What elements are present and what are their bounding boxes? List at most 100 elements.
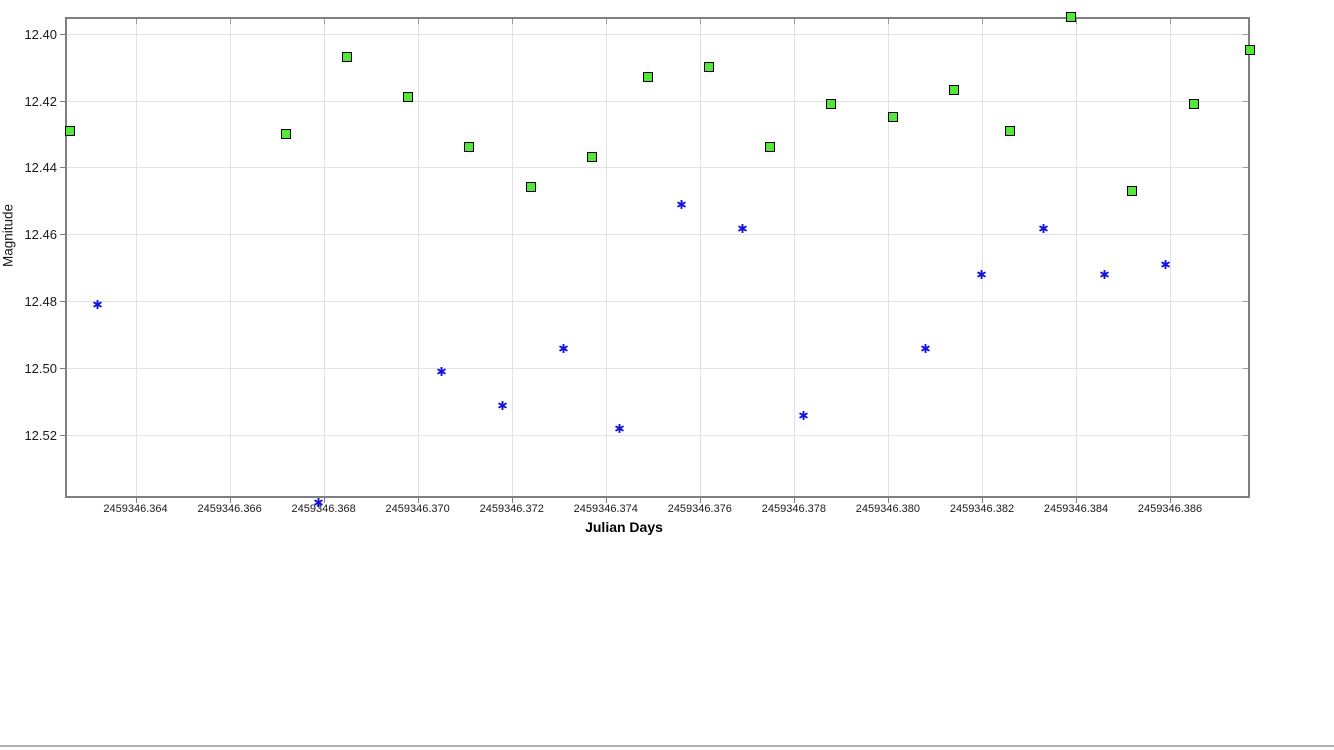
x-tick-label: 2459346.370 (385, 503, 450, 515)
horizontal-gridline (67, 33, 1248, 35)
data-point-green-square (64, 125, 75, 136)
y-axis-tick (60, 100, 65, 102)
x-axis-tick (981, 498, 983, 503)
data-point-blue-asterisk (436, 363, 446, 377)
vertical-gridline (1076, 19, 1077, 496)
data-point-blue-asterisk (314, 494, 324, 507)
x-axis-tick (793, 498, 795, 503)
data-point-green-square (887, 112, 898, 123)
x-tick-label: 2459346.366 (197, 503, 262, 515)
x-axis-tick-mirror (1170, 19, 1172, 24)
y-tick-label: 12.42 (24, 93, 57, 109)
x-tick-label: 2459346.368 (291, 503, 356, 515)
y-tick-label: 12.46 (24, 227, 57, 243)
data-point-green-square (1005, 125, 1016, 136)
y-axis-tick (60, 300, 65, 302)
x-tick-label: 2459346.364 (103, 503, 168, 515)
data-point-blue-asterisk (559, 340, 568, 354)
x-axis-tick-mirror (1076, 19, 1077, 24)
y-tick-label: 12.48 (24, 293, 57, 309)
horizontal-gridline (67, 167, 1248, 169)
x-axis-tick (135, 498, 137, 503)
vertical-gridline (887, 19, 889, 496)
horizontal-gridline (67, 100, 1248, 102)
data-point-green-square (1127, 185, 1138, 196)
x-axis-tick-mirror (605, 19, 607, 24)
window-bottom-border (0, 745, 1334, 747)
x-axis-tick-mirror (981, 19, 983, 24)
x-axis-tick (1170, 498, 1172, 503)
vertical-gridline (605, 19, 607, 496)
x-axis-tick-mirror (793, 19, 795, 24)
y-axis-tick-mirror (1243, 167, 1248, 169)
data-point-green-square (525, 182, 536, 193)
vertical-gridline (323, 19, 325, 496)
y-axis-tick-mirror (1243, 33, 1248, 35)
x-axis-tick (887, 498, 889, 503)
x-axis-tick-mirror (417, 19, 419, 24)
data-point-green-square (586, 152, 597, 163)
data-point-green-square (1188, 98, 1199, 109)
data-point-green-square (1245, 45, 1255, 56)
x-tick-label: 2459346.386 (1137, 503, 1203, 515)
x-axis-tick-mirror (699, 19, 701, 24)
vertical-gridline (511, 19, 513, 496)
data-point-blue-asterisk (737, 220, 747, 233)
x-tick-label: 2459346.376 (667, 503, 732, 515)
x-axis-tick (229, 498, 231, 503)
y-axis-tick (60, 167, 65, 169)
data-point-green-square (1066, 12, 1077, 22)
data-point-blue-asterisk (93, 296, 103, 310)
x-axis-tick-mirror (887, 19, 889, 24)
x-tick-label: 2459346.380 (855, 503, 921, 515)
x-axis-tick (417, 498, 419, 503)
x-axis-tick-mirror (511, 19, 513, 24)
vertical-gridline (417, 19, 419, 496)
data-point-green-square (643, 72, 654, 83)
horizontal-gridline (67, 234, 1248, 236)
x-axis-tick (1076, 498, 1077, 503)
y-tick-label: 12.40 (24, 26, 57, 42)
y-axis-tick-mirror (1243, 367, 1248, 369)
data-point-green-square (281, 128, 291, 139)
y-tick-label: 12.52 (24, 427, 57, 443)
x-tick-label: 2459346.374 (573, 503, 638, 515)
data-point-green-square (342, 52, 353, 63)
y-axis-tick-mirror (1243, 234, 1248, 236)
y-axis-tick-mirror (1243, 300, 1248, 302)
data-point-blue-asterisk (921, 340, 930, 354)
vertical-gridline (793, 19, 795, 496)
y-axis-tick (60, 33, 65, 35)
x-axis-tick (511, 498, 513, 503)
vertical-gridline (699, 19, 701, 496)
data-point-blue-asterisk (1038, 220, 1048, 233)
data-point-blue-asterisk (799, 407, 808, 420)
data-point-blue-asterisk (498, 397, 507, 410)
data-point-blue-asterisk (977, 266, 987, 280)
x-axis-tick (605, 498, 607, 503)
x-tick-label: 2459346.372 (479, 503, 544, 515)
y-axis-tick (60, 367, 65, 369)
y-axis-tick (60, 234, 65, 236)
data-point-green-square (765, 142, 776, 153)
horizontal-gridline (67, 367, 1248, 369)
y-tick-label: 12.44 (24, 160, 57, 176)
horizontal-gridline (67, 434, 1248, 436)
vertical-gridline (981, 19, 983, 496)
vertical-gridline (229, 19, 231, 496)
x-tick-label: 2459346.384 (1043, 503, 1109, 515)
data-point-blue-asterisk (1099, 266, 1109, 280)
data-point-green-square (704, 62, 715, 73)
data-point-blue-asterisk (1161, 256, 1170, 270)
y-tick-label: 12.50 (24, 360, 57, 376)
data-point-green-square (948, 85, 959, 96)
horizontal-gridline (67, 300, 1248, 302)
x-axis-tick (699, 498, 701, 503)
y-axis-tick (60, 434, 65, 436)
x-axis-tick-mirror (135, 19, 137, 24)
